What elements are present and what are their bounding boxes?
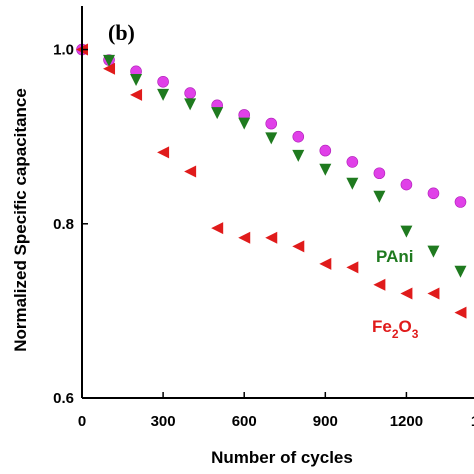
fe2o3-base: Fe	[372, 317, 392, 336]
fe2o3-point	[373, 278, 386, 291]
pani-point	[292, 149, 305, 162]
pani-annotation: PAni	[376, 247, 413, 266]
pink-point	[346, 156, 359, 168]
pani-point	[211, 107, 224, 120]
y-tick-label: 0.8	[53, 216, 74, 233]
fe2o3-point	[454, 306, 467, 319]
y-tick-label: 0.6	[53, 390, 74, 407]
pink-point	[427, 187, 440, 200]
fe2o3-point	[103, 62, 116, 75]
pink-point	[292, 130, 305, 143]
fe2o3-sub1: 2	[392, 327, 399, 341]
pink-point	[400, 178, 413, 191]
pani-point	[346, 177, 359, 190]
chart-axes: 0 300 600 900 1200 1500 0.6 0.8 1.0	[53, 6, 474, 430]
pink-point	[157, 75, 169, 88]
fe2o3-point	[427, 287, 440, 300]
x-tick-label: 600	[232, 413, 257, 430]
pani-point	[427, 245, 440, 258]
pink-point	[319, 144, 332, 157]
pani-point	[157, 88, 170, 101]
pink-point	[265, 117, 278, 130]
x-tick-label: 900	[313, 413, 338, 430]
fe2o3-point	[238, 231, 251, 244]
pani-point	[400, 225, 413, 238]
y-tick-label: 1.0	[53, 42, 74, 59]
fe2o3-point	[265, 231, 278, 244]
fe2o3-mid: O	[399, 317, 412, 336]
fe2o3-point	[157, 146, 170, 159]
fe2o3-point	[184, 165, 197, 178]
pani-point	[130, 74, 143, 87]
pink-point	[454, 196, 467, 208]
chart-marks	[76, 43, 467, 319]
x-tick-label: 1500	[471, 413, 474, 430]
x-tick-label: 1200	[390, 413, 423, 430]
pani-point	[103, 54, 116, 67]
fe2o3-point	[319, 257, 332, 270]
pani-point	[265, 132, 278, 145]
pani-point	[454, 265, 467, 278]
x-tick-label: 0	[78, 413, 86, 430]
pani-point	[184, 98, 197, 111]
y-axis-title: Normalized Specific capacitance	[11, 88, 30, 352]
x-tick-label: 300	[151, 413, 176, 430]
fe2o3-point	[211, 222, 224, 235]
fe2o3-point	[292, 240, 305, 253]
fe2o3-point	[400, 287, 413, 300]
pani-point	[319, 163, 332, 176]
fe2o3-point	[346, 261, 359, 274]
panel-label: (b)	[108, 20, 135, 45]
pink-point	[373, 167, 386, 180]
pink-point	[184, 87, 196, 99]
fe2o3-point	[130, 88, 143, 101]
x-axis-title: Number of cycles	[211, 448, 353, 467]
fe2o3-sub2: 3	[412, 327, 419, 341]
pani-point	[238, 117, 251, 130]
pani-point	[373, 190, 386, 203]
fe2o3-annotation: Fe2O3	[372, 317, 419, 341]
